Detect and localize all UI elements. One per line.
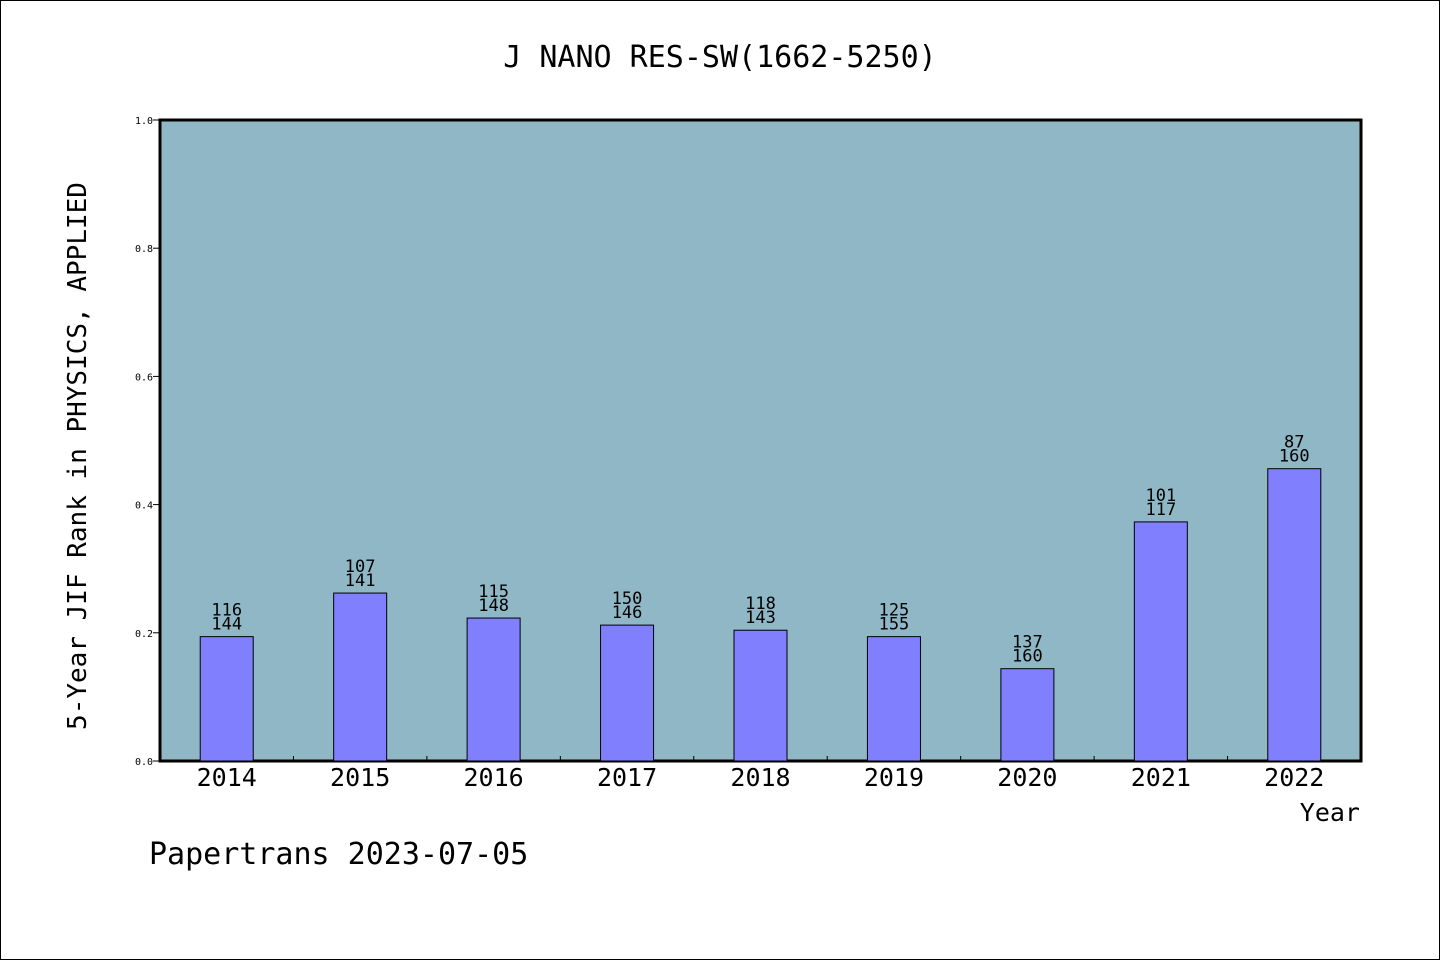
- x-tick-label: 2021: [1131, 763, 1191, 792]
- bar-2019: [866, 636, 921, 762]
- x-tick-label: 2016: [464, 763, 524, 792]
- x-tick-label: 2014: [197, 763, 257, 792]
- x-tick-label: 2017: [597, 763, 657, 792]
- bar-rank-label: 107: [345, 557, 376, 577]
- bar-total-label: 148: [478, 596, 509, 616]
- bar-2014: [199, 636, 254, 762]
- x-axis-ticks: 2014 2015 2016 2017 2018 2019 2020 2021 2022: [197, 756, 1324, 792]
- bar-rank-label: 101: [1145, 486, 1176, 506]
- y-tick-label: 1.0: [135, 116, 153, 127]
- x-tick-label: 2022: [1264, 763, 1324, 792]
- x-axis-label: Year: [1300, 798, 1360, 827]
- x-tick-label: 2018: [730, 763, 790, 792]
- bar-rank-label: 150: [612, 589, 643, 609]
- bar-total-label: 117: [1145, 500, 1176, 520]
- bar-total-label: 141: [345, 571, 376, 591]
- y-axis-ticks: 0.0 0.2 0.4 0.6 0.8 1.0: [135, 116, 160, 768]
- x-tick-label: 2020: [997, 763, 1057, 792]
- footer-text: Papertrans 2023-07-05: [149, 837, 528, 872]
- y-tick-label: 0.4: [135, 501, 153, 512]
- bar-rank-label: 125: [879, 601, 910, 621]
- bar-2021: [1133, 521, 1188, 762]
- y-tick-label: 0.2: [135, 629, 153, 640]
- bar-rank-label: 118: [745, 594, 776, 614]
- bar-2017: [600, 624, 655, 762]
- bar-2016: [466, 617, 521, 762]
- bar-rank-label: 115: [478, 582, 509, 602]
- bar-total-label: 143: [745, 608, 776, 628]
- x-tick-label: 2015: [330, 763, 390, 792]
- bar-2015: [333, 592, 388, 762]
- bar-rank-label: 87: [1284, 433, 1304, 453]
- bar-total-label: 144: [211, 615, 242, 635]
- bar-total-label: 155: [879, 615, 910, 635]
- bar-2022: [1267, 468, 1322, 762]
- bar-rank-label: 116: [211, 601, 242, 621]
- bar-rank-label: 137: [1012, 633, 1043, 653]
- y-tick-label: 0.0: [135, 757, 153, 768]
- y-tick-label: 0.6: [135, 372, 153, 383]
- bar-2020: [1000, 668, 1055, 762]
- bar-total-label: 146: [612, 603, 643, 623]
- bar-2018: [733, 629, 788, 762]
- bar-total-label: 160: [1012, 647, 1043, 667]
- x-tick-label: 2019: [864, 763, 924, 792]
- chart-title: J NANO RES-SW(1662-5250): [503, 40, 936, 75]
- y-tick-label: 0.8: [135, 244, 153, 255]
- y-axis-label: 5-Year JIF Rank in PHYSICS, APPLIED: [63, 182, 93, 730]
- bar-total-label: 160: [1279, 447, 1310, 467]
